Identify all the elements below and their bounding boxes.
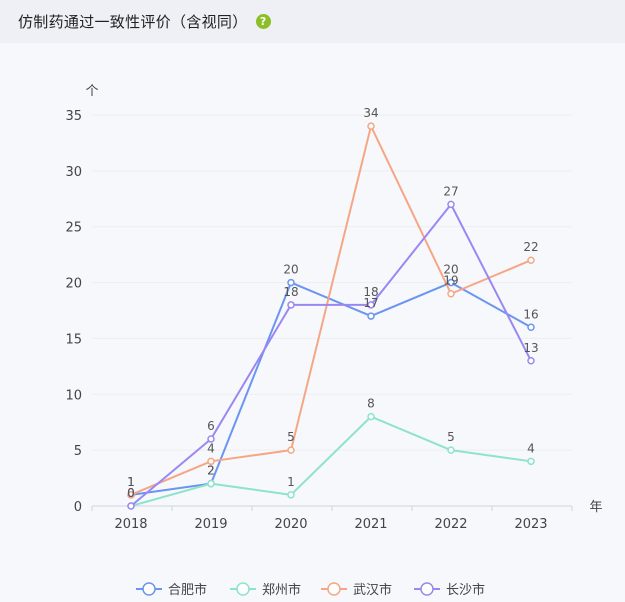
data-point[interactable]	[447, 289, 455, 298]
data-point[interactable]	[367, 312, 375, 320]
series-line-2	[130, 125, 532, 496]
legend-marker[interactable]	[420, 582, 434, 596]
data-label: 13	[523, 341, 538, 355]
x-tick-label: 2018	[114, 517, 147, 532]
x-tick-label: 2023	[514, 517, 547, 532]
data-label: 1	[287, 475, 295, 489]
question-circle-icon[interactable]: ?	[255, 14, 271, 29]
data-label: 22	[523, 240, 538, 254]
series-line-1	[130, 415, 532, 507]
legend-marker[interactable]	[327, 582, 341, 596]
x-tick-label: 2021	[354, 517, 387, 532]
y-tick-label: 10	[65, 388, 82, 403]
data-point[interactable]	[447, 200, 455, 209]
data-point[interactable]	[207, 435, 215, 443]
data-point[interactable]	[527, 323, 535, 332]
y-tick-label: 5	[74, 444, 82, 459]
data-point[interactable]	[367, 122, 375, 130]
data-label: 5	[287, 430, 295, 444]
data-point[interactable]	[207, 479, 215, 488]
data-label: 0	[127, 486, 135, 500]
legend-label: 郑州市	[262, 582, 301, 598]
data-point[interactable]	[527, 256, 535, 264]
data-point[interactable]	[527, 357, 535, 365]
data-label: 34	[363, 106, 378, 120]
data-label: 18	[363, 285, 378, 299]
panel-header: 仿制药通过一致性评价（含视同） ?	[0, 0, 625, 43]
y-tick-label: 30	[65, 165, 82, 180]
data-point[interactable]	[207, 457, 215, 466]
data-label: 4	[527, 441, 535, 455]
data-label: 1	[127, 475, 135, 489]
data-point[interactable]	[287, 301, 295, 309]
data-point[interactable]	[447, 446, 455, 454]
data-label: 20	[283, 263, 298, 277]
y-tick-label: 0	[74, 500, 82, 515]
x-axis-label: 年	[589, 500, 602, 515]
data-label: 6	[207, 419, 215, 433]
legend-label: 合肥市	[168, 582, 207, 598]
data-label: 5	[447, 430, 455, 444]
data-label: 16	[523, 307, 538, 321]
data-point[interactable]	[447, 278, 455, 287]
data-label: 18	[283, 285, 298, 299]
data-point[interactable]	[287, 446, 295, 454]
chart-title: 仿制药通过一致性评价（含视同）	[18, 13, 248, 31]
data-label: 0	[127, 486, 135, 500]
y-tick-label: 35	[65, 109, 82, 124]
y-tick-label: 15	[65, 332, 82, 347]
x-tick-label: 2022	[434, 517, 467, 532]
x-tick-label: 2019	[194, 517, 227, 532]
data-label: 8	[367, 397, 375, 411]
data-point[interactable]	[287, 491, 295, 499]
x-tick-label: 2020	[274, 517, 307, 532]
data-label: 2	[207, 464, 215, 478]
series-line-0	[130, 281, 532, 496]
legend-label: 长沙市	[446, 582, 485, 598]
data-label: 19	[443, 274, 458, 288]
series-line-3	[130, 203, 532, 507]
data-label: 1	[127, 475, 135, 489]
legend-marker[interactable]	[236, 582, 250, 596]
legend-marker[interactable]	[142, 582, 156, 596]
data-point[interactable]	[527, 457, 535, 466]
y-tick-label: 25	[65, 221, 82, 236]
data-point[interactable]	[287, 278, 295, 287]
y-tick-label: 20	[65, 277, 82, 292]
data-point[interactable]	[367, 301, 375, 309]
data-label: 27	[443, 184, 458, 198]
y-axis-label: 个	[85, 84, 98, 99]
data-label: 17	[363, 296, 378, 310]
data-point[interactable]	[127, 502, 135, 510]
data-point[interactable]	[367, 412, 375, 421]
data-label: 20	[443, 263, 458, 277]
data-label: 2	[207, 464, 215, 478]
legend-label: 武汉市	[353, 582, 392, 598]
data-point[interactable]	[127, 491, 135, 499]
data-label: 4	[207, 441, 215, 455]
